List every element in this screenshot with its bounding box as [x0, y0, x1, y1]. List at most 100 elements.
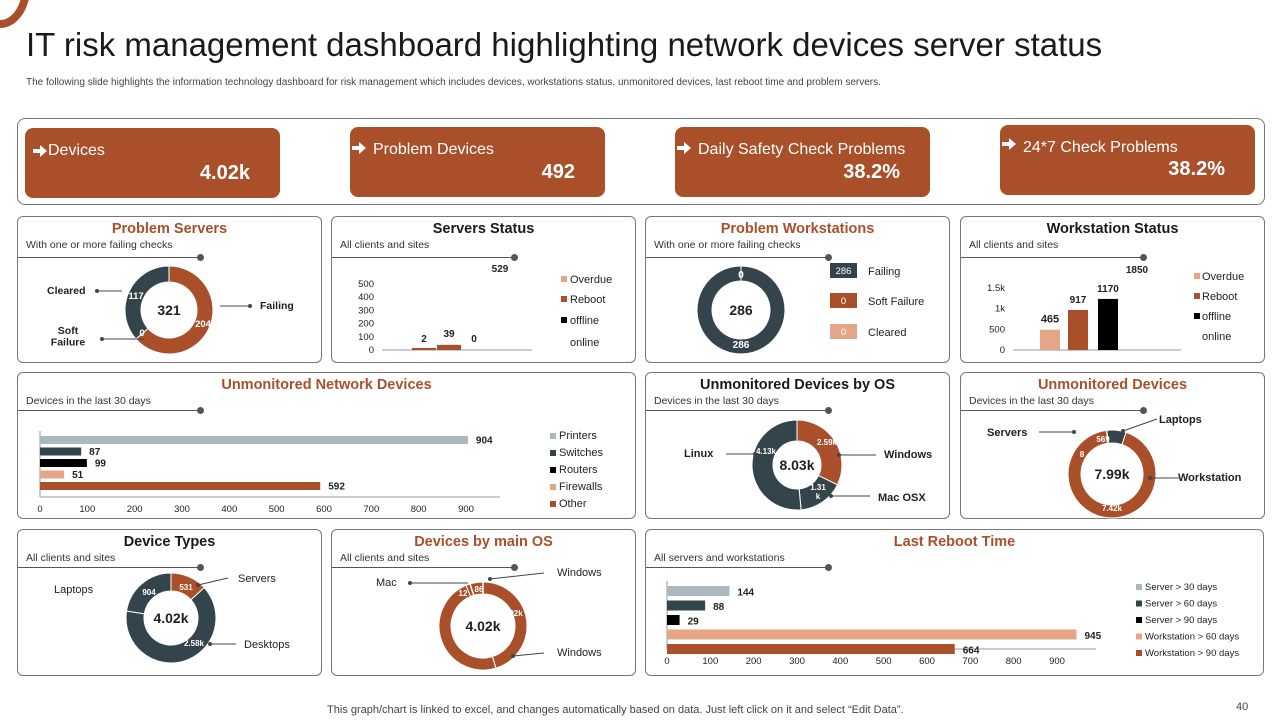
bar-value-label: 904	[476, 436, 493, 447]
separator	[646, 410, 829, 411]
leader-dot	[100, 337, 104, 341]
card-title: Last Reboot Time	[893, 534, 1016, 550]
arrow-right-icon	[33, 145, 47, 157]
separator-dot	[197, 564, 204, 571]
bar-value-label: 465	[1041, 314, 1059, 326]
x-tick-label: 300	[789, 656, 805, 667]
y-tick-label: 0	[1000, 345, 1005, 356]
legend-cleared: Cleared	[47, 285, 86, 297]
y-tick-label: 500	[358, 279, 374, 290]
x-tick-label: 100	[79, 504, 95, 515]
x-tick-label: 700	[962, 656, 978, 667]
card-subtitle: All clients and sites	[340, 552, 430, 564]
leader-line	[512, 652, 545, 657]
separator	[646, 257, 829, 258]
donut-hole	[452, 595, 514, 657]
slice-value-label: 0	[738, 270, 744, 281]
x-tick-label: 600	[316, 504, 332, 515]
legend-swatch	[561, 276, 567, 282]
slice-value-label: 4.13k	[756, 447, 777, 456]
legend-soft-failure: Soft Failure	[51, 325, 86, 349]
card-title: Device Types	[123, 534, 216, 550]
bar-workstation-90-days	[667, 644, 955, 654]
kpi-label: Daily Safety Check Problems	[698, 141, 906, 158]
bar-other	[40, 482, 321, 490]
legend-servers: Servers	[238, 573, 276, 585]
card-title: Problem Workstations	[720, 221, 875, 237]
bar-value-label: 664	[963, 646, 980, 657]
slice-value-label: 2.59k	[817, 438, 838, 447]
legend-label: Workstation > 90 days	[1145, 648, 1239, 659]
legend-label: Server > 30 days	[1145, 582, 1217, 593]
card-title: Workstation Status	[1046, 221, 1179, 237]
leader-dot	[511, 654, 515, 658]
slice-value-label: 0	[139, 328, 144, 339]
card-unmonitored-devices: Unmonitored Devices Devices in the last …	[960, 372, 1265, 519]
card-title: Unmonitored Devices	[1037, 377, 1188, 393]
x-tick-label: 400	[221, 504, 237, 515]
page-number: 40	[1236, 701, 1249, 713]
bar-value-label: 99	[95, 459, 107, 470]
unmonitored-os-donut: 8.03k 2.59k 1.31 k 4.13k Linux Windows Mac OSX	[684, 419, 932, 511]
slice-value-label: 904	[142, 588, 156, 597]
kpi-label: Devices	[48, 142, 105, 159]
bar-value-label: 0	[471, 334, 477, 345]
separator	[332, 567, 515, 568]
slice-value-label: 12	[459, 589, 468, 598]
arrow-right-icon	[677, 142, 691, 154]
legend-label: online	[570, 337, 599, 349]
kpi-label: Problem Devices	[373, 141, 494, 158]
slice-value-label: 569	[1096, 435, 1110, 444]
legend-label: Soft Failure	[868, 296, 924, 308]
kpi-value: 38.2%	[1168, 158, 1225, 180]
legend-swatch	[550, 501, 556, 507]
card-subtitle: All clients and sites	[26, 552, 116, 564]
legend-badge	[830, 293, 857, 308]
donut-center-value: 321	[157, 302, 181, 318]
bar-value-label: 87	[89, 447, 101, 458]
separator-dot	[511, 254, 518, 261]
x-tick-label: 800	[411, 504, 427, 515]
legend-mac-osx: Mac OSX	[878, 492, 926, 504]
legend-label: offline	[1202, 311, 1231, 323]
bar-value-label: 1850	[1126, 265, 1149, 276]
legend-label: Failing	[868, 266, 900, 278]
legend-linux: Linux	[684, 448, 714, 460]
legend-swatch	[561, 296, 567, 302]
legend-swatch	[1194, 293, 1200, 299]
legend-label: Workstation > 60 days	[1145, 632, 1239, 643]
problem-servers-donut: 321 204 117 0 Cleared Failing Soft Failure	[47, 265, 294, 355]
legend-swatch	[1194, 273, 1200, 279]
donut-slice-laptops	[125, 572, 172, 615]
corner-decoration	[0, 0, 30, 28]
slice-value-label: 7.42k	[1102, 504, 1123, 513]
card-problem-workstations: Problem Workstations With one or more fa…	[645, 216, 950, 363]
separator-dot	[511, 564, 518, 571]
bar-offline	[1098, 298, 1118, 350]
bar-workstation-60-days	[667, 629, 1077, 640]
legend-laptops: Laptops	[54, 584, 94, 596]
kpi-daily-safety: Daily Safety Check Problems 38.2%	[675, 127, 930, 197]
card-subtitle: All clients and sites	[969, 239, 1059, 251]
card-subtitle: Devices in the last 30 days	[26, 395, 151, 407]
bar-offline	[437, 344, 461, 350]
arrow-right-icon	[352, 142, 366, 154]
kpi-devices: Devices 4.02k	[25, 128, 280, 198]
card-problem-servers: Problem Servers With one or more failing…	[17, 216, 322, 363]
workstation-status-chart: 1.5k 1k 500 0 465 917 1170 1850 Overdue Reboot off…	[987, 265, 1244, 356]
separator-dot	[1140, 407, 1147, 414]
donut-hole	[1082, 444, 1142, 504]
leader-dot	[829, 494, 833, 498]
device-types-donut: 4.02k 531 2.58k 904 Servers Desktops Laptops	[54, 572, 290, 664]
legend-label: Overdue	[570, 274, 612, 286]
bar-server-30-days	[667, 586, 730, 596]
x-tick-label: 500	[269, 504, 285, 515]
card-servers-status: Servers Status All clients and sites 500…	[331, 216, 636, 363]
donut-hole	[145, 592, 197, 644]
arrow-right-icon	[1002, 138, 1016, 150]
legend-swatch	[550, 467, 556, 473]
y-tick-label: 500	[989, 324, 1005, 335]
donut-slice-failing	[135, 265, 214, 355]
legend-mac: Mac	[376, 577, 397, 589]
slice-value-label: 86	[475, 585, 484, 594]
